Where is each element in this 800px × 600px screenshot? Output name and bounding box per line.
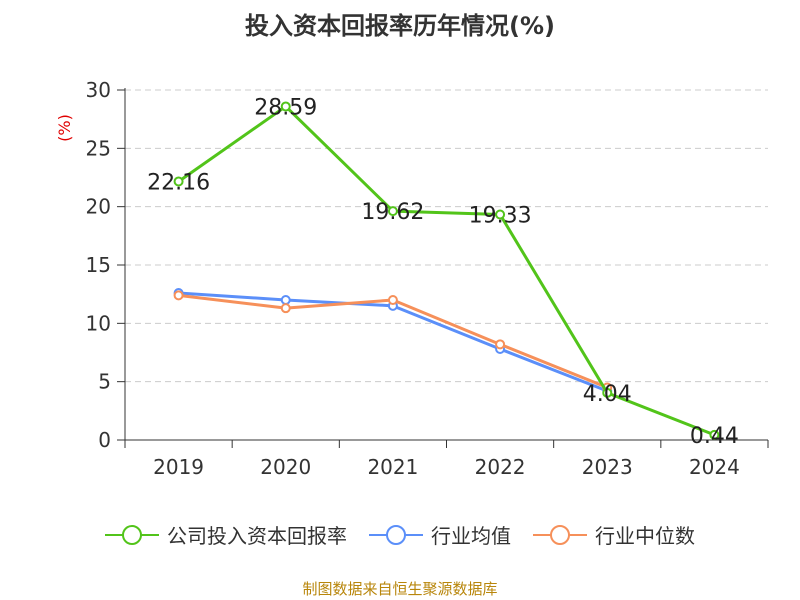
y-tick-label: 0 <box>98 428 111 452</box>
data-label: 22.16 <box>147 170 210 195</box>
data-point <box>173 290 184 301</box>
data-point <box>709 429 720 440</box>
y-tick-label: 5 <box>98 370 111 394</box>
legend-label-industry-mean: 行业均值 <box>431 524 511 548</box>
x-tick-label: 2019 <box>153 455 204 479</box>
y-tick-label: 20 <box>86 195 111 219</box>
legend-item-company[interactable]: 公司投入资本回报率 <box>105 520 347 549</box>
y-tick-label: 30 <box>86 78 111 102</box>
x-tick-label: 2020 <box>260 455 311 479</box>
series-line <box>177 104 715 437</box>
data-point <box>495 339 506 350</box>
data-label: 19.33 <box>469 203 532 228</box>
x-tick-label: 2024 <box>689 455 740 479</box>
y-tick-label: 10 <box>86 311 111 335</box>
legend-swatch-industry-mean <box>369 524 423 545</box>
y-tick-label: 15 <box>86 253 111 277</box>
legend-label-company: 公司投入资本回报率 <box>167 524 347 548</box>
data-label: 28.59 <box>254 95 317 120</box>
data-point <box>602 387 613 398</box>
data-point <box>387 206 398 217</box>
data-label: 0.44 <box>690 424 739 449</box>
legend-label-industry-median: 行业中位数 <box>595 524 695 548</box>
x-tick-label: 2021 <box>367 455 418 479</box>
data-point <box>495 209 506 220</box>
data-label: 19.62 <box>361 200 424 225</box>
source-note: 制图数据来自恒生聚源数据库 <box>302 580 498 598</box>
legend-swatch-company <box>105 524 159 545</box>
x-tick-label: 2022 <box>475 455 526 479</box>
legend-swatch-industry-median <box>533 524 587 545</box>
data-point <box>280 295 291 305</box>
data-point <box>387 295 398 305</box>
y-tick-label: 25 <box>86 136 111 160</box>
legend-item-industry-mean[interactable]: 行业均值 <box>369 520 511 549</box>
legend: 公司投入资本回报率 行业均值 行业中位数 <box>0 520 800 549</box>
y-axis-label: (%) <box>55 114 74 142</box>
data-label: 4.04 <box>583 382 632 407</box>
x-tick-label: 2023 <box>582 455 633 479</box>
legend-item-industry-median[interactable]: 行业中位数 <box>533 520 695 549</box>
data-point <box>173 176 184 187</box>
data-point <box>280 303 291 314</box>
data-point <box>280 101 291 112</box>
chart-title: 投入资本回报率历年情况(%) <box>245 12 555 40</box>
